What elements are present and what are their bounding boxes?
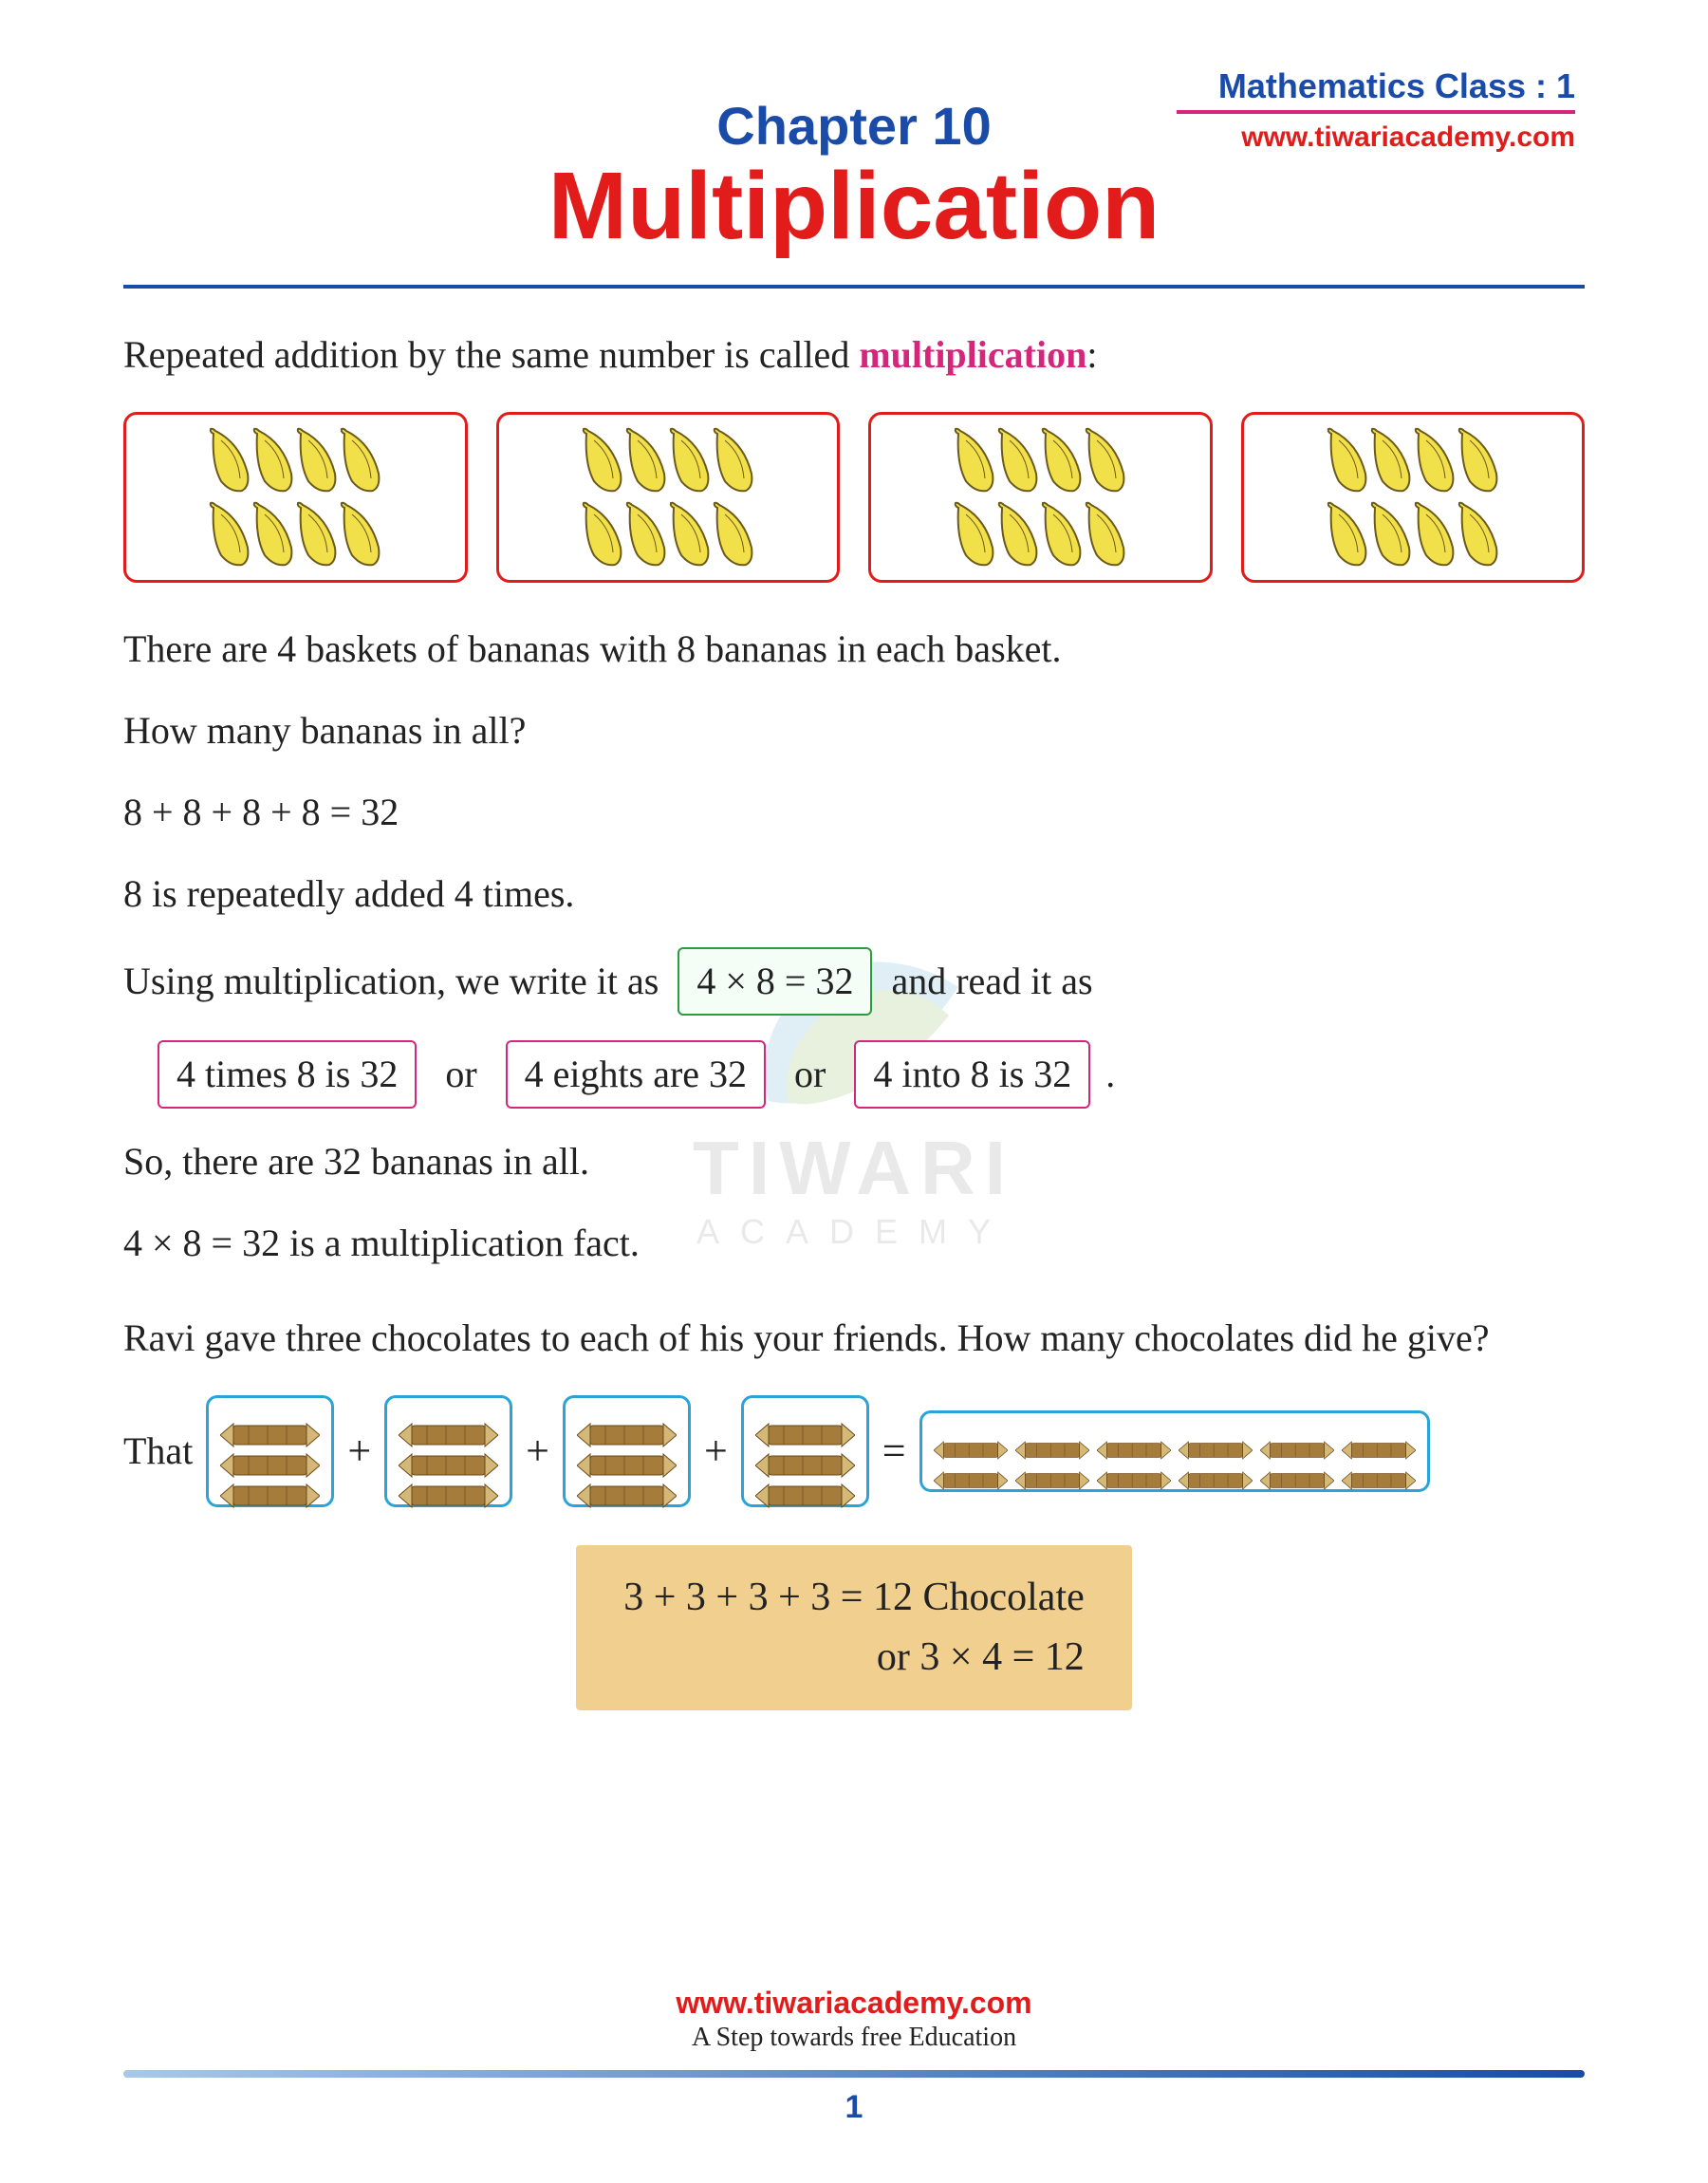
text-line: 8 + 8 + 8 + 8 = 32 xyxy=(123,784,1585,841)
footer: www.tiwariacademy.com A Step towards fre… xyxy=(123,1986,1585,2126)
or-text: or xyxy=(794,1053,826,1095)
equals-icon: = xyxy=(882,1420,906,1483)
chocolate-icon xyxy=(1342,1453,1416,1480)
intro-suffix: : xyxy=(1086,333,1097,376)
intro-line: Repeated addition by the same number is … xyxy=(123,327,1585,383)
period: . xyxy=(1105,1053,1115,1095)
chocolate-icon xyxy=(1260,1453,1334,1480)
green-equation-box: 4 × 8 = 32 xyxy=(678,947,872,1016)
chocolate-group xyxy=(563,1395,691,1507)
pink-box-2: 4 eights are 32 xyxy=(506,1040,766,1109)
chocolate-icon xyxy=(1179,1423,1253,1449)
chocolate-icon xyxy=(1097,1423,1171,1449)
answer-box: 3 + 3 + 3 + 3 = 12 Chocolate or 3 × 4 = … xyxy=(576,1545,1132,1710)
chocolate-icon xyxy=(1260,1423,1334,1449)
chapter-title: Multiplication xyxy=(123,152,1585,261)
footer-rule xyxy=(123,2070,1585,2078)
pink-box-3: 4 into 8 is 32 xyxy=(854,1040,1090,1109)
title-rule xyxy=(123,285,1585,289)
answer-line1: 3 + 3 + 3 + 3 = 12 Chocolate xyxy=(623,1568,1085,1628)
footer-website[interactable]: www.tiwariacademy.com xyxy=(123,1986,1585,2021)
plus-icon: + xyxy=(704,1420,728,1483)
chocolate-icon xyxy=(1179,1453,1253,1480)
text-line: There are 4 baskets of bananas with 8 ba… xyxy=(123,621,1585,678)
chocolate-icon xyxy=(1342,1423,1416,1449)
read-as-line: 4 times 8 is 32 or 4 eights are 32 or 4 … xyxy=(152,1040,1585,1109)
text-span: and read it as xyxy=(891,960,1092,1002)
question-2: Ravi gave three chocolates to each of hi… xyxy=(123,1310,1585,1367)
mult-write-line: Using multiplication, we write it as 4 ×… xyxy=(123,947,1585,1016)
chocolate-icon xyxy=(755,1408,855,1434)
banana-icon xyxy=(1451,500,1506,569)
content-body: Repeated addition by the same number is … xyxy=(123,327,1585,1710)
chocolate-group xyxy=(206,1395,334,1507)
chocolate-icon xyxy=(399,1468,498,1495)
footer-tagline: A Step towards free Education xyxy=(123,2023,1585,2053)
chocolate-icon xyxy=(577,1408,677,1434)
chocolate-group xyxy=(384,1395,512,1507)
banana-icon xyxy=(333,426,388,494)
chocolate-icon xyxy=(220,1468,320,1495)
intro-prefix: Repeated addition by the same number is … xyxy=(123,333,859,376)
chocolate-icon xyxy=(755,1468,855,1495)
banana-baskets xyxy=(123,412,1585,583)
chocolate-equation: That + + + = xyxy=(123,1395,1585,1507)
chocolate-icon xyxy=(220,1438,320,1465)
chocolate-result xyxy=(919,1410,1430,1492)
banana-icon xyxy=(1451,426,1506,494)
banana-icon xyxy=(1078,426,1133,494)
chocolate-icon xyxy=(1015,1423,1089,1449)
chocolate-icon xyxy=(1015,1453,1089,1480)
pink-box-1: 4 times 8 is 32 xyxy=(158,1040,417,1109)
banana-basket xyxy=(123,412,468,583)
chocolate-icon xyxy=(399,1408,498,1434)
chocolate-icon xyxy=(577,1438,677,1465)
banana-icon xyxy=(1078,500,1133,569)
chocolate-icon xyxy=(934,1423,1008,1449)
chocolate-icon xyxy=(1097,1453,1171,1480)
text-span: Using multiplication, we write it as xyxy=(123,960,659,1002)
banana-icon xyxy=(706,500,761,569)
that-label: That xyxy=(123,1423,193,1480)
or-text: or xyxy=(445,1053,476,1095)
text-line: 8 is repeatedly added 4 times. xyxy=(123,866,1585,923)
chapter-label: Chapter 10 xyxy=(123,95,1585,157)
page-number: 1 xyxy=(123,2089,1585,2126)
chocolate-icon xyxy=(934,1453,1008,1480)
banana-basket xyxy=(868,412,1213,583)
banana-icon xyxy=(706,426,761,494)
banana-basket xyxy=(1241,412,1586,583)
text-line: So, there are 32 bananas in all. xyxy=(123,1133,1585,1190)
chocolate-icon xyxy=(220,1408,320,1434)
answer-line2: or 3 × 4 = 12 xyxy=(623,1628,1085,1688)
banana-icon xyxy=(333,500,388,569)
chocolate-icon xyxy=(577,1468,677,1495)
text-line: 4 × 8 = 32 is a multiplication fact. xyxy=(123,1215,1585,1272)
chocolate-group xyxy=(741,1395,869,1507)
banana-basket xyxy=(496,412,841,583)
plus-icon: + xyxy=(347,1420,371,1483)
text-line: How many bananas in all? xyxy=(123,702,1585,759)
intro-emphasis: multiplication xyxy=(859,333,1086,376)
chocolate-icon xyxy=(755,1438,855,1465)
plus-icon: + xyxy=(526,1420,549,1483)
chocolate-icon xyxy=(399,1438,498,1465)
